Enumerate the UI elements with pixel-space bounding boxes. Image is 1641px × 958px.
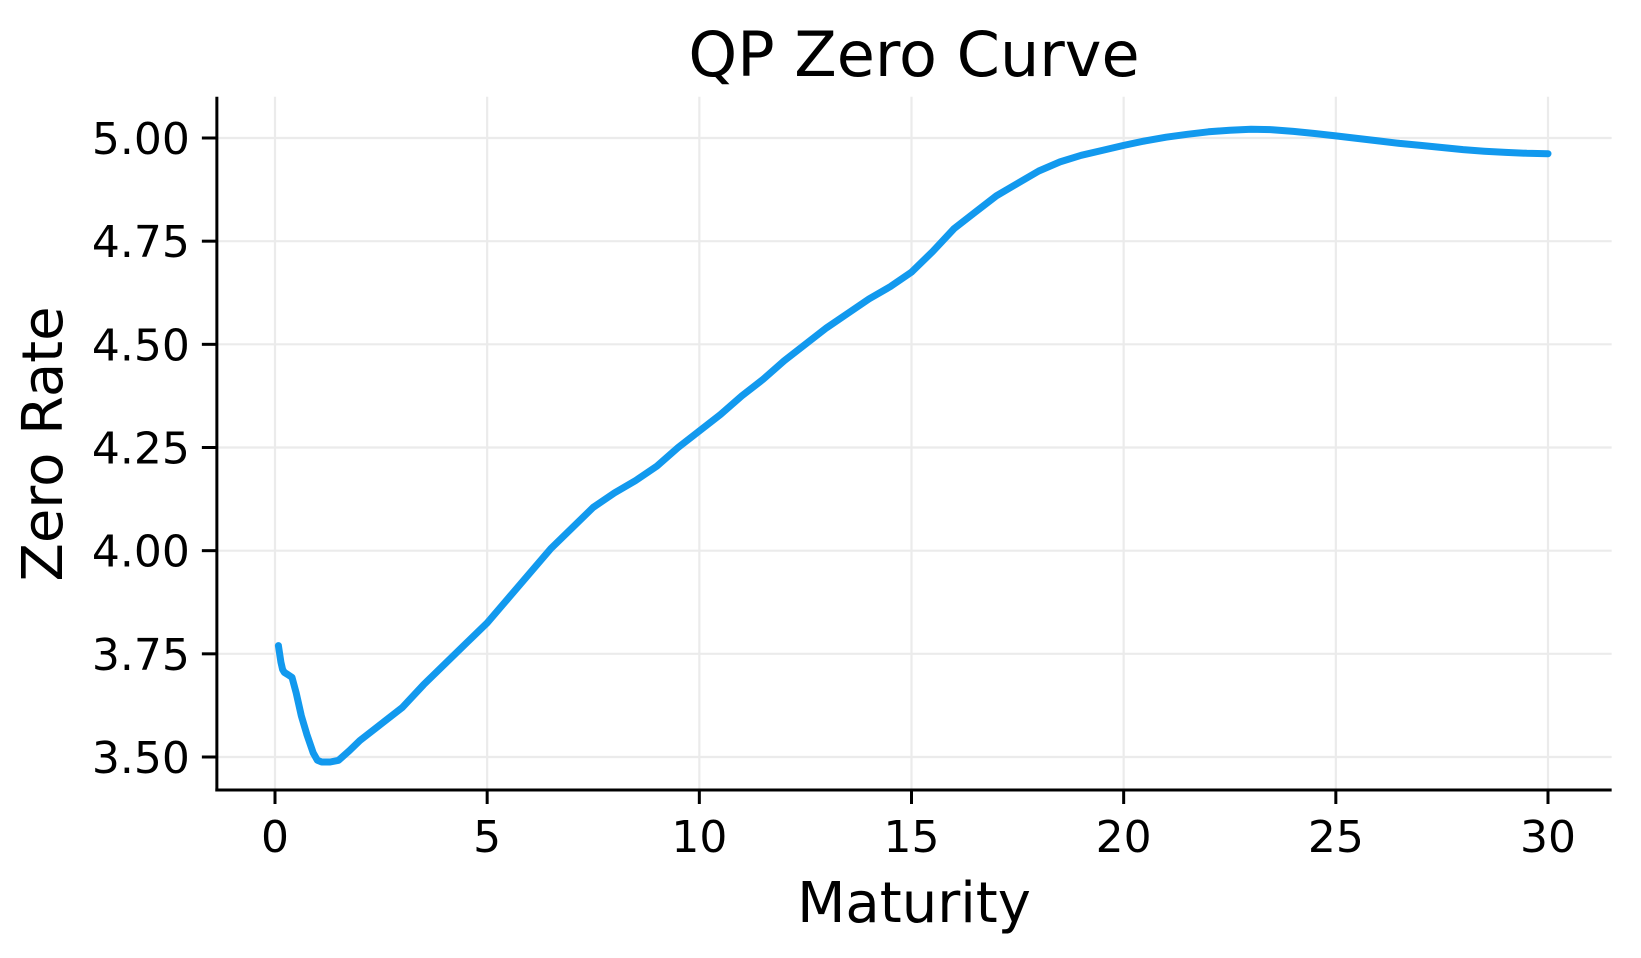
y-axis-label: Zero Rate (11, 306, 76, 581)
gridlines (216, 96, 1612, 791)
y-tick-label: 3.50 (92, 733, 190, 784)
x-axis-label: Maturity (797, 871, 1031, 936)
x-tick-label: 30 (1520, 812, 1576, 863)
y-tick-label: 3.75 (92, 630, 190, 681)
x-tick-label: 25 (1308, 812, 1364, 863)
x-tick-label: 5 (473, 812, 501, 863)
x-tick-label: 15 (884, 812, 940, 863)
x-tick-label: 20 (1096, 812, 1152, 863)
tick-labels: 3.50 3.75 4.00 4.25 4.50 4.75 5.00 0 5 10 15 20 25 30 (92, 114, 1576, 863)
y-tick-label: 4.25 (92, 424, 190, 475)
chart-title: QP Zero Curve (688, 18, 1139, 91)
y-tick-label: 4.00 (92, 527, 190, 578)
x-tick-label: 10 (671, 812, 727, 863)
zero-curve-line (274, 125, 1552, 766)
y-tick-label: 5.00 (92, 114, 190, 165)
y-tick-label: 4.50 (92, 320, 190, 371)
y-tick-label: 4.75 (92, 217, 190, 268)
axes (201, 96, 1612, 805)
x-tick-label: 0 (261, 812, 289, 863)
